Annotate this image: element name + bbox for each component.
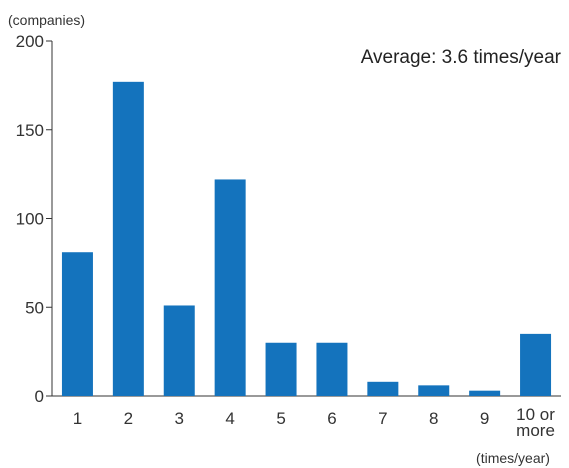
x-tick-label-line: more <box>516 421 555 440</box>
y-tick-label: 0 <box>35 387 44 406</box>
bar-2 <box>112 81 144 396</box>
y-tick-label: 150 <box>16 121 44 140</box>
x-tick-label: 9 <box>480 409 489 428</box>
y-tick-label: 50 <box>25 298 44 317</box>
x-tick-label: 2 <box>124 409 133 428</box>
x-tick-label: 7 <box>378 409 387 428</box>
average-annotation: Average: 3.6 times/year <box>361 47 562 68</box>
bar-5 <box>265 342 297 396</box>
bar-4 <box>214 179 246 396</box>
x-axis-tick-labels: 1 2 3 4 5 6 7 8 9 10 or more <box>73 405 556 440</box>
x-tick-label: 1 <box>73 409 82 428</box>
bar-10 <box>520 333 552 396</box>
bar-8 <box>418 385 450 396</box>
x-tick-label-line: 10 or <box>516 405 555 424</box>
y-tick-label: 100 <box>16 210 44 229</box>
bar-9 <box>469 390 501 396</box>
x-axis-unit-label: (times/year) <box>476 450 550 466</box>
bar-1 <box>61 252 93 396</box>
bar-3 <box>163 305 195 396</box>
y-axis-ticks: 0 50 100 150 200 <box>16 32 52 406</box>
x-tick-label: 6 <box>327 409 336 428</box>
x-tick-label: 10 or more <box>516 405 555 440</box>
bar-6 <box>316 342 348 396</box>
x-tick-label: 4 <box>225 409 234 428</box>
bars <box>61 81 552 396</box>
y-tick-label: 200 <box>16 32 44 51</box>
x-tick-label: 3 <box>175 409 184 428</box>
bar-7 <box>367 381 399 396</box>
x-tick-label: 8 <box>429 409 438 428</box>
y-axis-unit-label: (companies) <box>8 12 85 28</box>
x-tick-label: 5 <box>276 409 285 428</box>
